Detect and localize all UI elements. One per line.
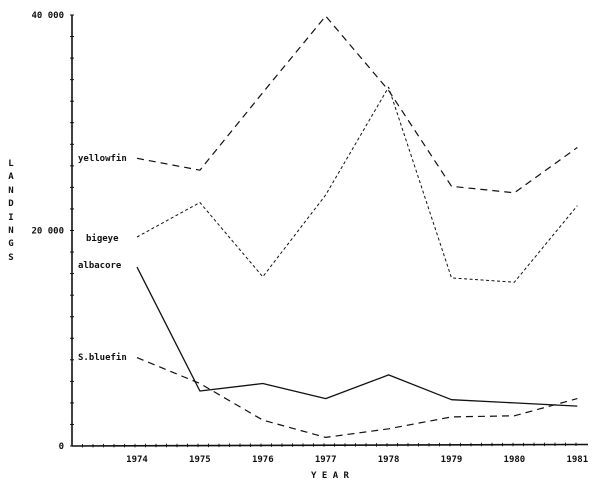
series-label: S.bluefin bbox=[78, 352, 127, 363]
y-axis-title-letter: I bbox=[8, 212, 14, 223]
x-tick-label: 1977 bbox=[315, 455, 337, 465]
series-label: yellowfin bbox=[78, 153, 127, 164]
y-axis-title-letter: N bbox=[8, 185, 14, 196]
x-tick-label: 1975 bbox=[189, 455, 211, 465]
series-label: albacore bbox=[78, 261, 122, 271]
y-tick-label: 20 000 bbox=[31, 227, 64, 237]
series-line-yellowfin bbox=[136, 15, 578, 194]
x-axis bbox=[71, 443, 589, 447]
x-axis-title: Y E A R bbox=[311, 471, 350, 481]
y-axis-title-letter: A bbox=[8, 172, 14, 183]
series-label: bigeye bbox=[86, 233, 119, 244]
series-line-sbluefin bbox=[136, 357, 578, 438]
x-tick-label: 1976 bbox=[252, 455, 274, 465]
series-labels: yellowfin bigeye albacore S.bluefin bbox=[78, 153, 127, 363]
x-tick-labels: 1974 1975 1976 1977 1978 1979 1980 1981 bbox=[126, 455, 588, 465]
y-tick-label: 0 bbox=[59, 442, 64, 452]
y-axis-title-letter: N bbox=[8, 226, 14, 237]
x-tick-label: 1979 bbox=[441, 455, 463, 465]
y-tick-labels: 0 20 000 40 000 bbox=[31, 11, 64, 452]
x-tick-label: 1974 bbox=[126, 455, 148, 465]
series-line-bigeye bbox=[136, 86, 578, 283]
series-line-albacore bbox=[136, 266, 578, 407]
y-axis-title-letter: S bbox=[8, 252, 14, 263]
x-tick-label: 1981 bbox=[566, 455, 588, 465]
y-axis-title-letter: D bbox=[8, 199, 14, 210]
axis-ticks bbox=[70, 14, 577, 448]
x-tick-label: 1978 bbox=[378, 455, 400, 465]
y-axis-title-letter: L bbox=[8, 159, 14, 169]
series-lines bbox=[136, 15, 578, 438]
y-axis-title-letter: G bbox=[8, 239, 14, 250]
x-tick-label: 1980 bbox=[504, 455, 526, 465]
y-tick-label: 40 000 bbox=[31, 11, 64, 21]
